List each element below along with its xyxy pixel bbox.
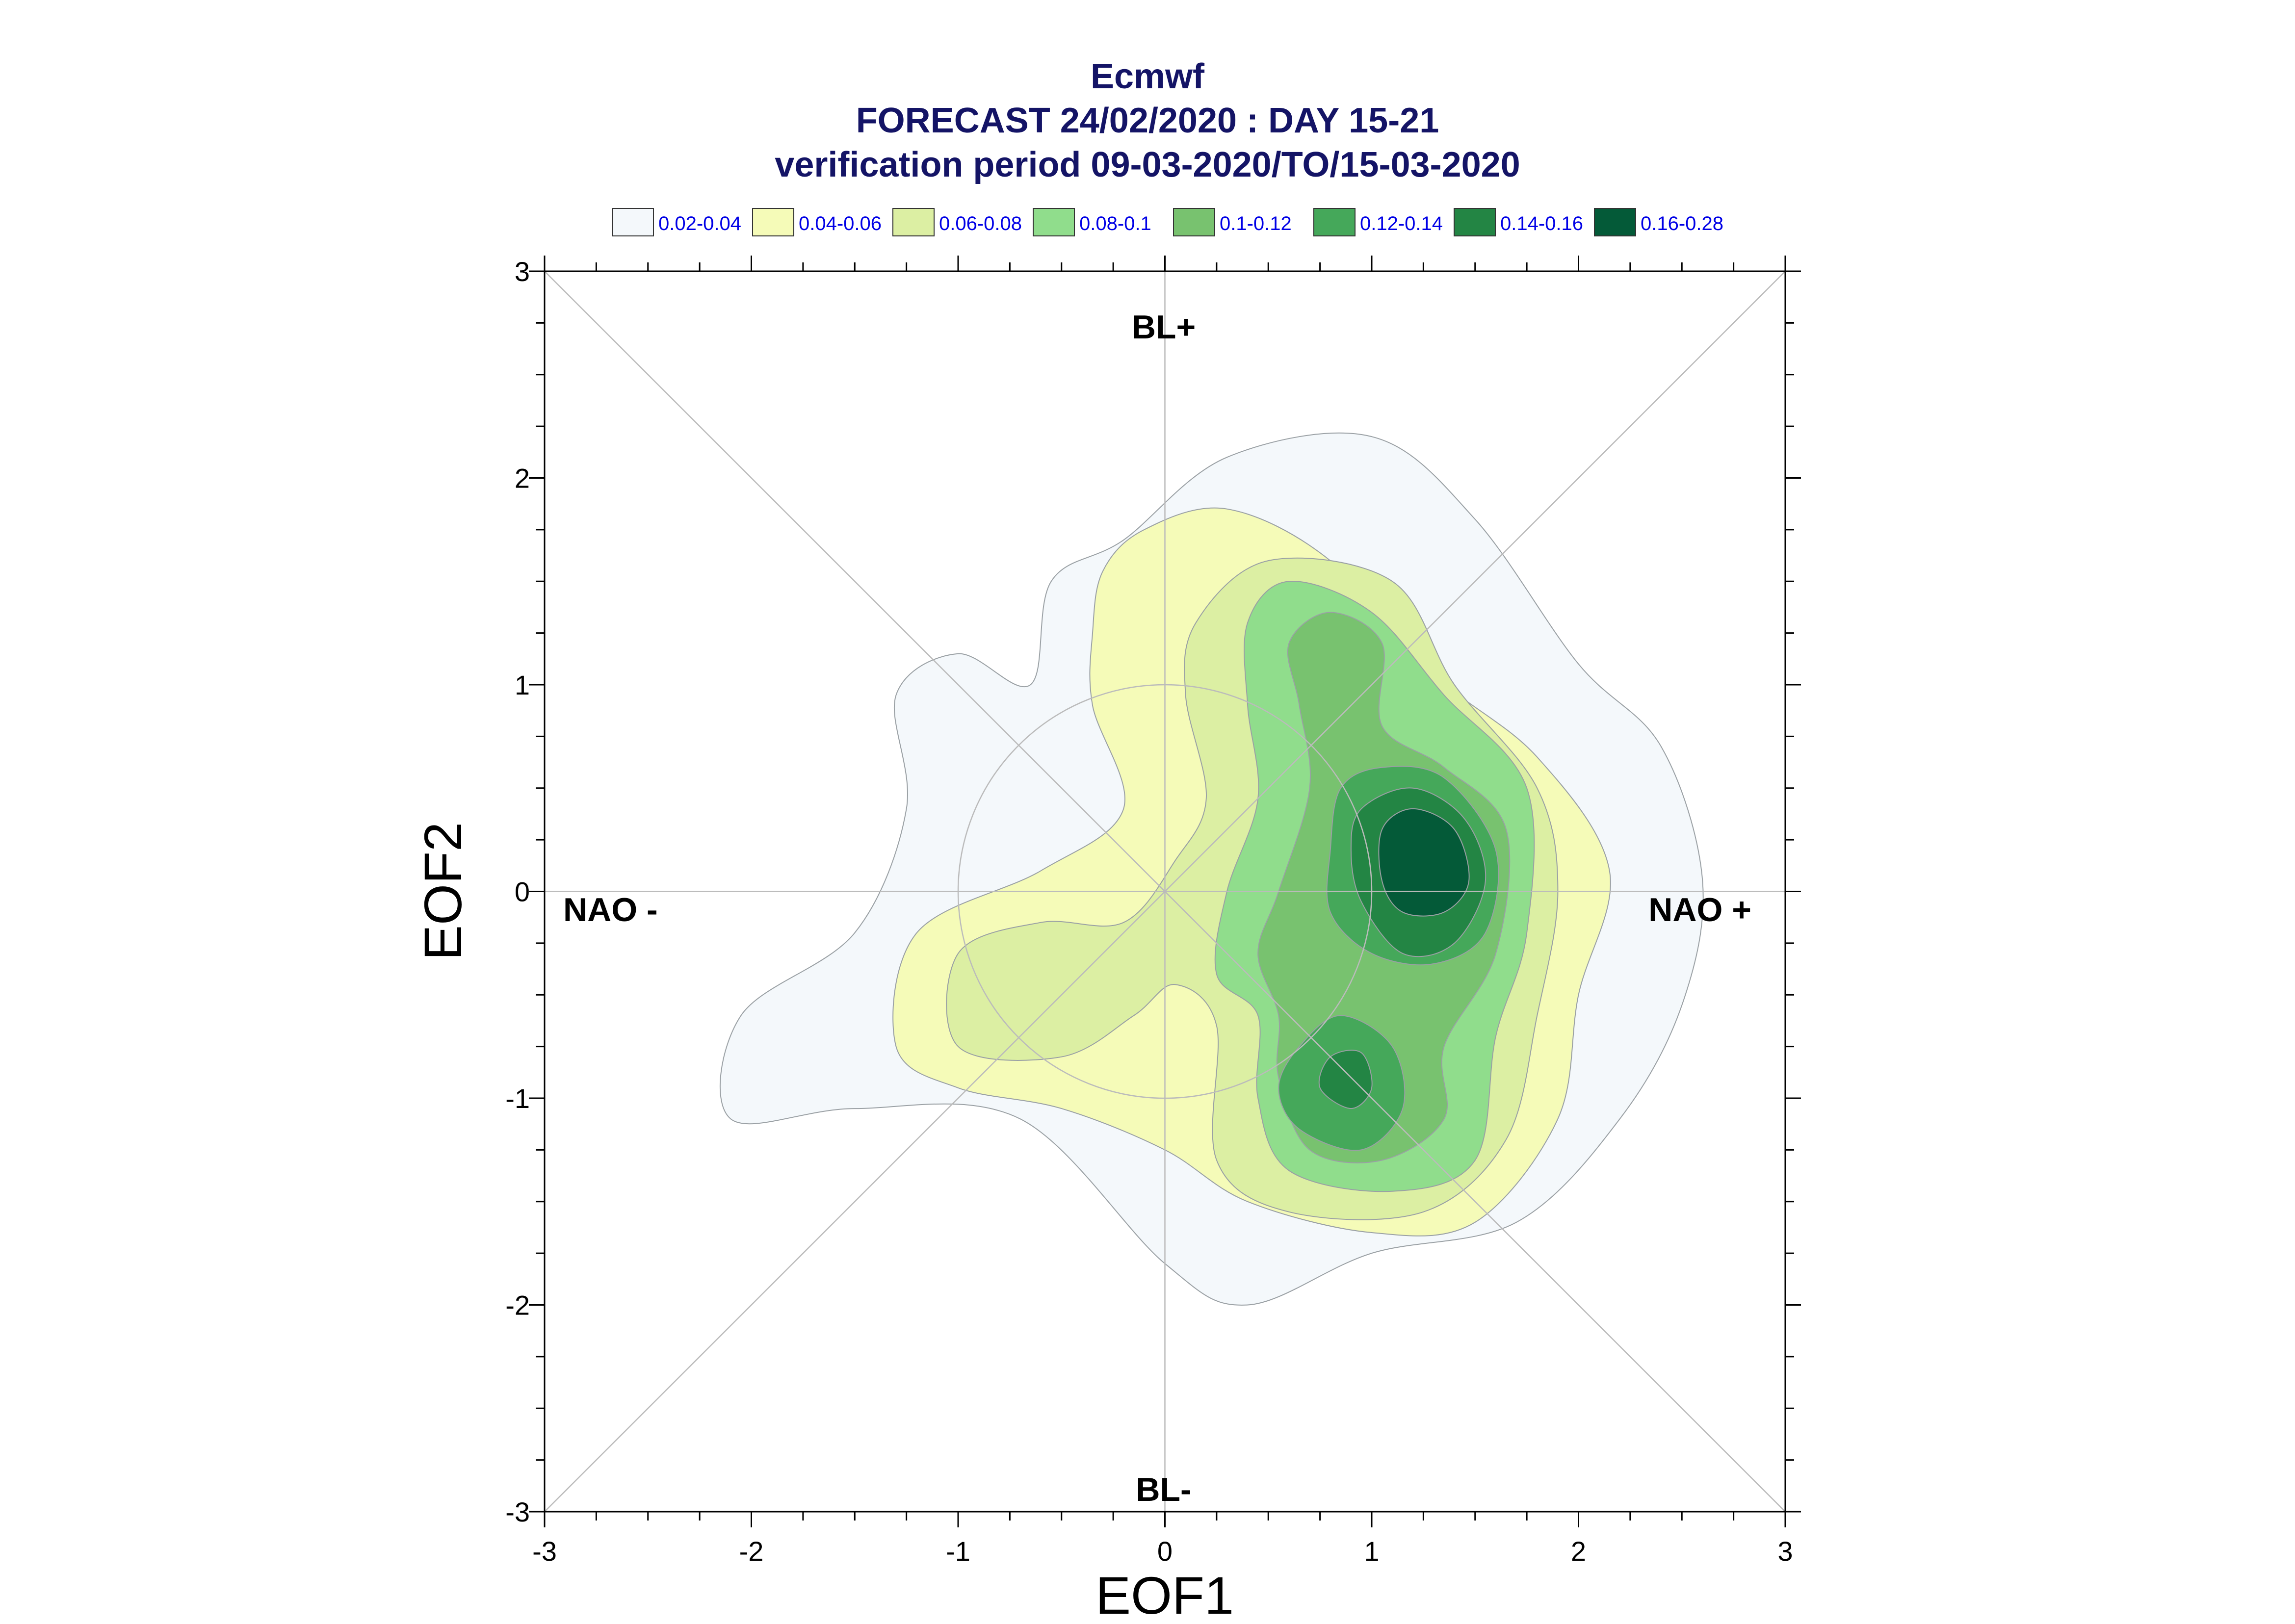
- y-tick-label: 1: [515, 670, 530, 700]
- legend-label: 0.02-0.04: [658, 213, 741, 234]
- legend-label: 0.12-0.14: [1360, 213, 1443, 234]
- legend-swatch: [1594, 208, 1636, 236]
- legend-label: 0.06-0.08: [939, 213, 1022, 234]
- regime-label-nao-minus: NAO -: [563, 891, 658, 928]
- legend-label: 0.08-0.1: [1079, 213, 1151, 234]
- legend-swatch: [752, 208, 794, 236]
- legend-label: 0.14-0.16: [1500, 213, 1583, 234]
- axis-ticks: -3 -2 -1 0 1 2 3 -3 -2 -1 0 1 2 3: [505, 256, 1801, 1567]
- guide-unit-circle: [957, 684, 1373, 1099]
- y-tick-label: 2: [515, 463, 530, 494]
- guide-lines: [544, 271, 1786, 1512]
- y-axis-title: EOF2: [413, 822, 472, 960]
- guide-line-diagonal-2: [544, 271, 1786, 1512]
- y-tick-label: -2: [505, 1290, 530, 1321]
- legend: 0.02-0.04 0.04-0.06 0.06-0.08 0.08-0.1 0.1-0…: [612, 208, 1723, 236]
- x-tick-label: 2: [1571, 1536, 1586, 1567]
- legend-swatch: [1173, 208, 1215, 236]
- density-contours: [719, 432, 1704, 1306]
- legend-swatch: [1454, 208, 1496, 236]
- y-tick-label: -1: [505, 1083, 530, 1114]
- legend-swatch: [612, 208, 654, 236]
- x-tick-label: -1: [946, 1536, 970, 1567]
- x-tick-label: -2: [739, 1536, 764, 1567]
- legend-swatch: [1033, 208, 1075, 236]
- x-tick-label: 0: [1157, 1536, 1173, 1567]
- x-tick-label: 1: [1364, 1536, 1379, 1567]
- chart-title-line-2: FORECAST 24/02/2020 : DAY 15-21: [856, 101, 1439, 140]
- y-tick-label: 3: [515, 256, 530, 287]
- regime-label-bl-minus: BL-: [1136, 1471, 1191, 1508]
- chart-title-line-3: verification period 09-03-2020/TO/15-03-…: [775, 145, 1520, 184]
- y-tick-label: -3: [505, 1496, 530, 1527]
- legend-swatch: [1313, 208, 1356, 236]
- legend-label: 0.04-0.06: [799, 213, 882, 234]
- regime-label-nao-plus: NAO +: [1648, 891, 1751, 928]
- legend-label: 0.16-0.28: [1641, 213, 1723, 234]
- chart-title-line-1: Ecmwf: [1091, 57, 1205, 96]
- contour-0_16-0_28-9: [1378, 808, 1470, 917]
- x-tick-label: 3: [1777, 1536, 1793, 1567]
- legend-label: 0.1-0.12: [1220, 213, 1292, 234]
- y-tick-label: 0: [515, 876, 530, 907]
- regime-label-bl-plus: BL+: [1132, 309, 1196, 346]
- legend-swatch: [892, 208, 935, 236]
- plot-area: -3 -2 -1 0 1 2 3 -3 -2 -1 0 1 2 3: [505, 256, 1801, 1567]
- x-tick-label: -3: [532, 1536, 557, 1567]
- contour-0_14-0_16-8: [1318, 1050, 1373, 1109]
- x-axis-title: EOF1: [1095, 1566, 1234, 1624]
